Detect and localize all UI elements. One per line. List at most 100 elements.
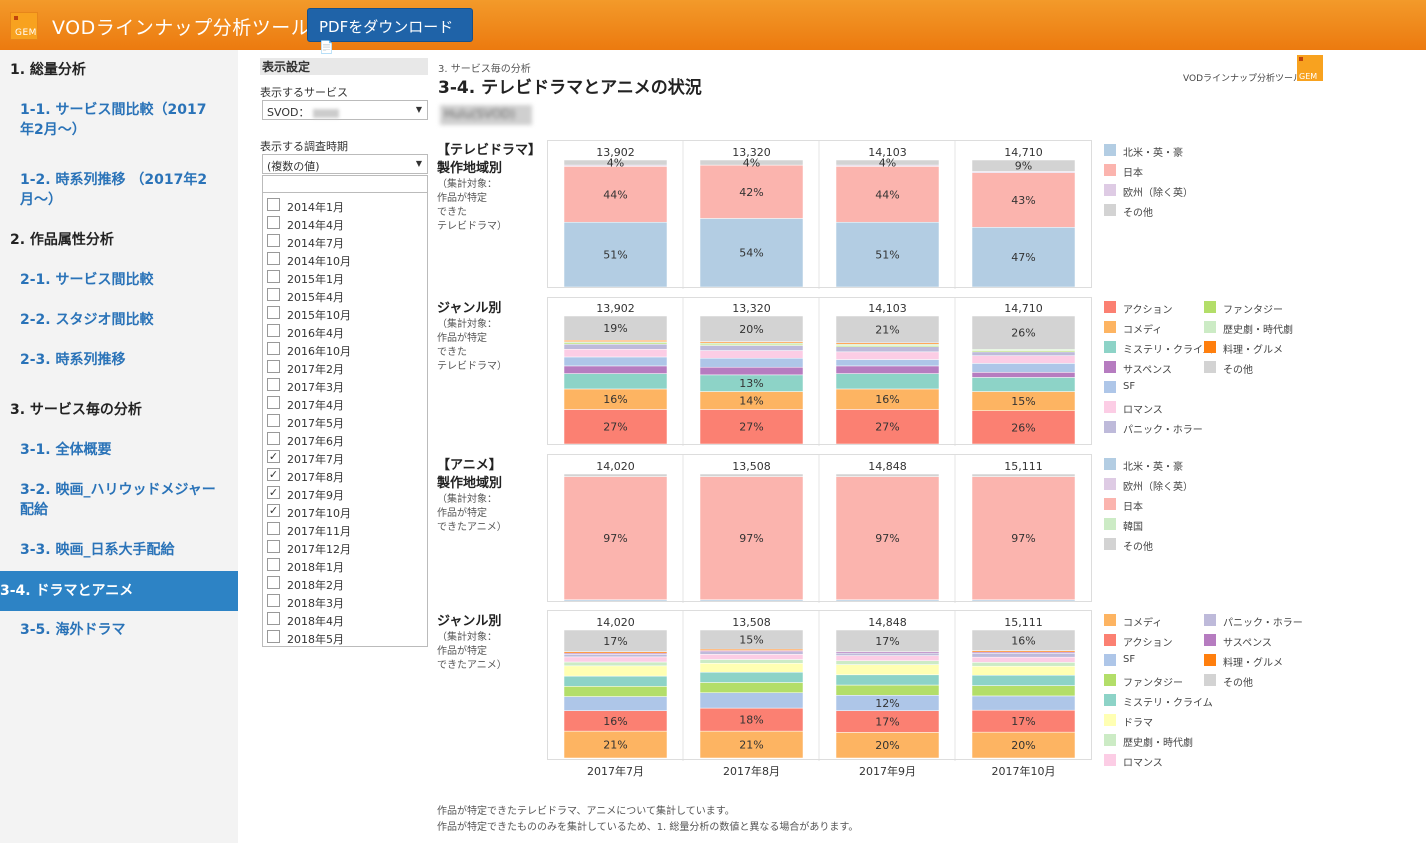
- bar-segment[interactable]: [563, 730, 668, 759]
- period-checkbox[interactable]: [267, 216, 280, 229]
- bar-segment[interactable]: [699, 159, 804, 166]
- total-label: 13,902: [596, 146, 635, 159]
- pdf-download-button[interactable]: PDFをダウンロード 📄: [307, 8, 473, 54]
- period-search-input[interactable]: [262, 175, 428, 193]
- period-checkbox[interactable]: [267, 612, 280, 625]
- bar-segment[interactable]: [835, 315, 940, 344]
- period-label: 2017年2月: [287, 363, 344, 376]
- bar-segment[interactable]: [563, 409, 668, 445]
- legend-swatch: [1104, 754, 1116, 766]
- period-checkbox[interactable]: ✓: [267, 504, 280, 517]
- sidebar-item[interactable]: 2-1. サービス間比較: [20, 272, 154, 288]
- bar-segment[interactable]: [563, 159, 668, 166]
- row-label-sub: （集計対象：: [437, 632, 497, 643]
- bar-segment[interactable]: [971, 629, 1076, 651]
- period-checkbox[interactable]: [267, 198, 280, 211]
- bar-segment[interactable]: [563, 629, 668, 653]
- bar-segment[interactable]: [835, 473, 940, 477]
- data-label: 21%: [603, 739, 627, 752]
- bar-segment[interactable]: [971, 159, 1076, 172]
- legend-swatch: [1104, 401, 1116, 413]
- bar-segment[interactable]: [699, 315, 804, 342]
- period-label: 2017年4月: [287, 399, 344, 412]
- data-label: 44%: [875, 188, 899, 201]
- period-checkbox[interactable]: [267, 360, 280, 373]
- period-checkbox[interactable]: [267, 306, 280, 319]
- period-checkbox[interactable]: [267, 576, 280, 589]
- sidebar-item[interactable]: 3-3. 映画_日系大手配給: [20, 542, 175, 558]
- gem-logo: GEM: [10, 12, 38, 40]
- bar-segment[interactable]: [971, 473, 1076, 477]
- sidebar-item[interactable]: 1-2. 時系列推移 （2017年2月～）: [20, 172, 208, 208]
- service-dropdown[interactable]: SVOD： ▼: [262, 100, 428, 120]
- bar-segment[interactable]: [835, 732, 940, 759]
- legend-swatch: [1104, 341, 1116, 353]
- bar-segment[interactable]: [835, 629, 940, 653]
- period-checkbox[interactable]: [267, 396, 280, 409]
- bar-segment[interactable]: [699, 476, 804, 600]
- bar-segment[interactable]: [699, 164, 804, 219]
- total-label: 15,111: [1004, 460, 1043, 473]
- period-checkbox[interactable]: [267, 324, 280, 337]
- bar-segment[interactable]: [563, 221, 668, 288]
- sidebar-item[interactable]: 3-5. 海外ドラマ: [20, 622, 126, 638]
- bar-segment[interactable]: [971, 315, 1076, 350]
- bar-segment[interactable]: [835, 476, 940, 600]
- period-label: 2018年1月: [287, 561, 344, 574]
- period-checkbox[interactable]: [267, 252, 280, 265]
- period-checkbox[interactable]: [267, 522, 280, 535]
- sidebar-item[interactable]: 2-3. 時系列推移: [20, 352, 126, 368]
- data-label: 16%: [875, 393, 899, 406]
- period-label: 2018年4月: [287, 615, 344, 628]
- bar-segment[interactable]: [699, 409, 804, 445]
- period-checkbox[interactable]: [267, 234, 280, 247]
- period-label: 2014年10月: [287, 255, 351, 268]
- bar-segment[interactable]: [699, 473, 804, 477]
- bar-segment[interactable]: [835, 159, 940, 166]
- period-checkbox[interactable]: [267, 432, 280, 445]
- legend-label: SF: [1123, 654, 1136, 665]
- bar-segment[interactable]: [563, 315, 668, 341]
- period-checkbox[interactable]: ✓: [267, 468, 280, 481]
- period-checkbox[interactable]: [267, 378, 280, 391]
- legend-label: ミステリ・クライム: [1123, 698, 1213, 709]
- period-checkbox[interactable]: ✓: [267, 486, 280, 499]
- period-checkbox[interactable]: ✓: [267, 450, 280, 463]
- sidebar-item[interactable]: 2-2. スタジオ間比較: [20, 312, 154, 328]
- bar-segment[interactable]: [699, 730, 804, 759]
- legend-label: その他: [1123, 208, 1153, 219]
- bar-segment[interactable]: [563, 473, 668, 477]
- total-label: 14,020: [596, 616, 635, 629]
- legend-swatch: [1204, 341, 1216, 353]
- sidebar-item[interactable]: 3-2. 映画_ハリウッドメジャー配給: [20, 482, 216, 518]
- period-checkbox[interactable]: [267, 288, 280, 301]
- period-checkbox[interactable]: [267, 594, 280, 607]
- x-axis-label: 2017年7月: [587, 765, 644, 778]
- bar-segment[interactable]: [835, 409, 940, 445]
- period-checkbox[interactable]: [267, 540, 280, 553]
- row-label-sub: （集計対象：: [437, 319, 497, 330]
- bar-segment[interactable]: [699, 629, 804, 650]
- bar-segment[interactable]: [971, 227, 1076, 288]
- period-dropdown[interactable]: (複数の値) ▼: [262, 154, 428, 174]
- data-label: 15%: [739, 634, 763, 647]
- sidebar-item[interactable]: 3-4. ドラマとアニメ: [0, 571, 238, 611]
- bar-segment[interactable]: [971, 731, 1076, 759]
- period-checkbox[interactable]: [267, 630, 280, 643]
- bar-segment[interactable]: [971, 410, 1076, 445]
- legend-label: サスペンス: [1123, 365, 1172, 376]
- bar-segment[interactable]: [971, 476, 1076, 600]
- data-label: 13%: [739, 377, 763, 390]
- bar-segment[interactable]: [835, 221, 940, 288]
- period-checkbox[interactable]: [267, 558, 280, 571]
- sidebar-item[interactable]: 3-1. 全体概要: [20, 442, 112, 458]
- period-label: 2017年11月: [287, 525, 351, 538]
- bar-segment[interactable]: [563, 166, 668, 223]
- bar-segment[interactable]: [563, 476, 668, 600]
- x-axis-label: 2017年8月: [723, 765, 780, 778]
- bar-segment[interactable]: [971, 172, 1076, 228]
- period-checkbox[interactable]: [267, 342, 280, 355]
- sidebar-item[interactable]: 1-1. サービス間比較（2017年2月～）: [20, 102, 207, 138]
- period-checkbox[interactable]: [267, 270, 280, 283]
- period-checkbox[interactable]: [267, 414, 280, 427]
